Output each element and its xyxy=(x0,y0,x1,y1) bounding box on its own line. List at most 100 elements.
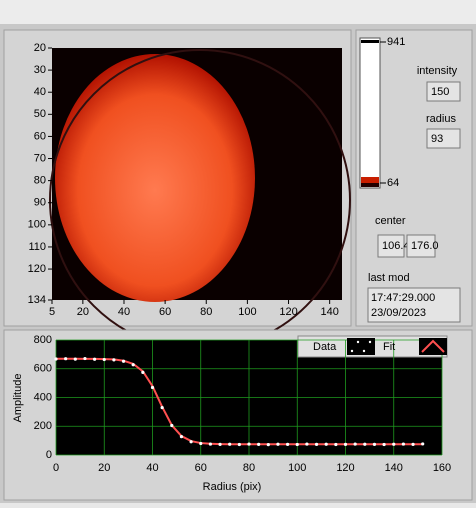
legend-dot xyxy=(362,349,366,353)
value: 17:47:29.000 xyxy=(371,292,435,304)
indicator xyxy=(426,81,461,102)
data-point xyxy=(382,442,386,447)
data-point xyxy=(257,442,261,446)
value: 176.0 xyxy=(411,240,439,252)
x-tick-label: 40 xyxy=(146,462,158,474)
y-tick-label: 100 xyxy=(28,219,46,231)
x-tick-label: 20 xyxy=(98,462,110,474)
y-tick-label: 200 xyxy=(34,420,52,432)
data-point xyxy=(73,357,77,361)
colorbar-low xyxy=(361,177,379,183)
x-tick-label: 80 xyxy=(243,462,255,474)
x-tick-label: 40 xyxy=(118,306,130,318)
x-tick-label: 120 xyxy=(279,306,297,318)
indicator xyxy=(367,287,461,323)
image-blob xyxy=(55,54,255,302)
data-point xyxy=(343,442,348,446)
value: 106.4 xyxy=(382,240,410,252)
data-point xyxy=(131,363,135,367)
x-tick-label: 120 xyxy=(336,462,354,474)
data-point xyxy=(363,442,367,446)
y-tick-label: 70 xyxy=(34,152,46,164)
y-tick-label: 134 xyxy=(28,294,46,306)
data-point xyxy=(314,442,319,446)
x-tick-label: 0 xyxy=(53,462,59,474)
colorbar xyxy=(359,37,381,189)
x-tick-label: 60 xyxy=(159,306,171,318)
indicator xyxy=(406,234,436,258)
data-point xyxy=(218,442,222,446)
data-point xyxy=(199,441,203,446)
data-point xyxy=(93,357,97,361)
legend-swatch xyxy=(419,338,447,355)
x-tick-label: 140 xyxy=(385,462,403,474)
data-point xyxy=(150,385,155,390)
x-axis-title: Radius (pix) xyxy=(203,481,262,493)
value: 150 xyxy=(431,86,449,98)
data-point xyxy=(247,442,251,446)
y-tick-label: 60 xyxy=(34,130,46,142)
data-point xyxy=(228,442,232,446)
x-tick-label: 100 xyxy=(238,306,256,318)
top-strip xyxy=(0,0,476,24)
value: 93 xyxy=(431,133,443,145)
legend-line xyxy=(421,339,445,353)
x-tick-label: 80 xyxy=(200,306,212,318)
y-tick-label: 0 xyxy=(46,449,52,461)
data-point xyxy=(392,442,396,446)
data-point xyxy=(141,370,145,374)
x-tick-label: 60 xyxy=(195,462,207,474)
y-tick-label: 400 xyxy=(34,391,52,403)
label: last mod xyxy=(368,272,410,284)
data-point xyxy=(276,442,280,446)
data-point xyxy=(286,442,290,446)
legend-swatch xyxy=(347,338,375,355)
data-point xyxy=(54,357,58,361)
data-point xyxy=(305,442,309,446)
y-tick-label: 800 xyxy=(34,334,52,346)
data-point xyxy=(324,442,328,446)
label: center xyxy=(375,215,406,227)
y-tick-label: 30 xyxy=(34,64,46,76)
y-tick-label: 90 xyxy=(34,197,46,209)
x-tick-label: 160 xyxy=(433,462,451,474)
data-point xyxy=(421,442,425,446)
data-point xyxy=(170,423,174,428)
y-tick-label: 80 xyxy=(34,175,46,187)
legend-label: Data xyxy=(313,341,337,353)
y-axis-title: Amplitude xyxy=(12,374,24,423)
y-tick-label: 600 xyxy=(34,363,52,375)
data-point xyxy=(121,359,126,363)
y-tick-label: 40 xyxy=(34,86,46,98)
label: intensity xyxy=(417,65,458,77)
colorbar-low-dark xyxy=(361,183,379,187)
legend-dot xyxy=(356,340,360,344)
x-tick-label: 100 xyxy=(288,462,306,474)
y-tick-label: 110 xyxy=(28,241,46,253)
legend-dot xyxy=(350,349,354,353)
label: radius xyxy=(426,113,456,125)
data-point xyxy=(189,440,193,444)
colorbar-high xyxy=(361,40,379,43)
data-point xyxy=(160,405,164,410)
y-tick-label: 20 xyxy=(34,42,46,54)
data-point xyxy=(401,442,405,446)
indicator xyxy=(377,234,405,258)
x-tick-label: 20 xyxy=(77,306,89,318)
x-tick-label: 5 xyxy=(49,306,55,318)
value: 23/09/2023 xyxy=(371,307,426,319)
data-point xyxy=(179,435,184,439)
indicator xyxy=(426,128,461,149)
data-point xyxy=(266,443,270,447)
data-point xyxy=(237,442,241,447)
data-point xyxy=(102,357,106,362)
data-point xyxy=(372,442,377,446)
data-point xyxy=(208,442,212,446)
data-point xyxy=(295,442,299,447)
x-tick-label: 140 xyxy=(320,306,338,318)
y-tick-label: 120 xyxy=(28,263,46,275)
data-point xyxy=(334,442,338,447)
legend-label: Fit xyxy=(383,341,395,353)
data-point xyxy=(64,357,68,361)
